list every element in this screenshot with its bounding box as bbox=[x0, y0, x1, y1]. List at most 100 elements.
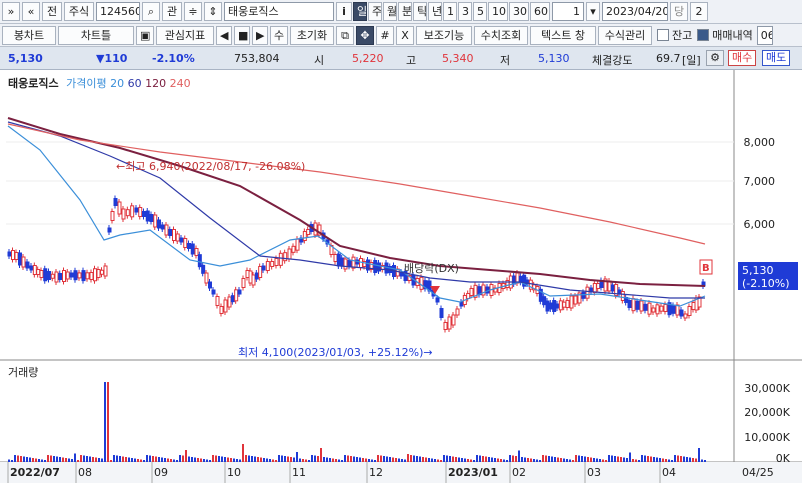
stop-icon[interactable]: ■ bbox=[234, 25, 250, 45]
volume-bar bbox=[575, 455, 577, 462]
buy-button[interactable]: 매수 bbox=[728, 50, 757, 66]
period-tab-7[interactable]: 3 bbox=[458, 2, 472, 21]
period-tab-6[interactable]: 1 bbox=[443, 2, 457, 21]
sell-button[interactable]: 매도 bbox=[762, 50, 791, 66]
assist-button[interactable]: 보조기능 bbox=[416, 25, 472, 45]
candle-body bbox=[558, 300, 563, 311]
next-icon[interactable]: ▶ bbox=[252, 25, 268, 45]
market-select[interactable]: 주식 bbox=[64, 2, 94, 21]
stepper-icon[interactable]: ≑ bbox=[184, 2, 202, 21]
volume-bar bbox=[170, 459, 172, 462]
chart-area[interactable]: 8,000 7,000 6,000 30,000K 20,000K 10,000K 0K 20… bbox=[0, 70, 802, 483]
charttul-button[interactable]: 차트틀 bbox=[58, 25, 134, 45]
up-down-icon[interactable]: ⇕ bbox=[204, 2, 222, 21]
more-field[interactable]: 06 bbox=[756, 25, 773, 45]
candle-body bbox=[175, 233, 180, 242]
nav-first-button[interactable]: » bbox=[2, 2, 20, 21]
volume-bar bbox=[140, 459, 142, 462]
candle-body bbox=[481, 284, 486, 296]
open-label: 시 bbox=[314, 54, 325, 67]
history-checkbox[interactable] bbox=[697, 29, 710, 41]
volume-bar bbox=[377, 455, 379, 462]
period-tab-9[interactable]: 10 bbox=[488, 2, 508, 21]
volume-bar bbox=[356, 457, 358, 462]
candle-body bbox=[149, 214, 154, 222]
x-axis-label: 10 bbox=[227, 466, 241, 479]
volume-bar bbox=[104, 382, 106, 462]
price-y-tick: 6,000 bbox=[744, 218, 776, 231]
textwin-button[interactable]: 텍스트 창 bbox=[530, 25, 596, 45]
volume-bar bbox=[17, 455, 19, 462]
prev-icon[interactable]: ◀ bbox=[216, 25, 232, 45]
volume-bar bbox=[692, 458, 694, 462]
volume-y-tick: 20,000K bbox=[744, 406, 790, 419]
volume-bar bbox=[530, 458, 532, 462]
volume-bar bbox=[671, 460, 673, 462]
volume-bar bbox=[488, 457, 490, 462]
volume-bar bbox=[422, 457, 424, 462]
gwansim-button[interactable]: 관심지표 bbox=[156, 25, 214, 45]
stock-code-input[interactable]: 124560 bbox=[96, 2, 140, 21]
candle-body bbox=[663, 304, 668, 312]
candle-body bbox=[419, 276, 424, 290]
volume-bar bbox=[272, 459, 274, 462]
chevron-down-icon[interactable]: ▾ bbox=[586, 2, 600, 21]
nav-up-button[interactable]: « bbox=[22, 2, 40, 21]
search-icon[interactable]: ⌕ bbox=[142, 2, 160, 21]
volume-bar bbox=[248, 455, 250, 462]
bongchart-button[interactable]: 봉차트 bbox=[2, 25, 56, 45]
gwan-button[interactable]: 관 bbox=[162, 2, 182, 21]
period-tab-2[interactable]: 월 bbox=[383, 2, 397, 21]
scissors-icon[interactable]: X bbox=[396, 25, 414, 45]
price-volume-chart[interactable]: 8,000 7,000 6,000 30,000K 20,000K 10,000K 0K 20… bbox=[0, 70, 802, 483]
candle-body bbox=[270, 261, 275, 267]
period-tab-11[interactable]: 60 bbox=[530, 2, 550, 21]
candle-body bbox=[230, 295, 235, 303]
reset-button[interactable]: 초기화 bbox=[290, 25, 334, 45]
volume-bar bbox=[296, 452, 298, 462]
volume-bar bbox=[656, 457, 658, 462]
move-icon[interactable]: ✥ bbox=[356, 25, 374, 45]
volume-bar bbox=[206, 459, 208, 462]
volume-bar bbox=[179, 455, 181, 462]
volume-bar bbox=[443, 455, 445, 462]
crosshair-icon[interactable]: # bbox=[376, 25, 394, 45]
volume-bar bbox=[416, 456, 418, 462]
volume-bar bbox=[404, 459, 406, 462]
numview-button[interactable]: 수치조회 bbox=[474, 25, 528, 45]
period-tab-10[interactable]: 30 bbox=[509, 2, 529, 21]
jeon-button[interactable]: 전 bbox=[42, 2, 62, 21]
count-input[interactable]: 1 bbox=[552, 2, 584, 21]
period-tab-3[interactable]: 분 bbox=[398, 2, 412, 21]
balance-checkbox[interactable] bbox=[657, 29, 669, 41]
candle-body bbox=[208, 281, 212, 289]
settings-gear-icon[interactable]: ⚙ bbox=[706, 50, 724, 66]
candle-body bbox=[7, 251, 12, 257]
volume-bar bbox=[8, 459, 10, 462]
period-tab-5[interactable]: 년 bbox=[428, 2, 442, 21]
stock-name-field[interactable]: 태웅로직스 bbox=[224, 2, 334, 21]
volume-bar bbox=[677, 455, 679, 462]
candle-body bbox=[65, 271, 70, 280]
period-tab-8[interactable]: 5 bbox=[473, 2, 487, 21]
calendar-button[interactable]: 2 bbox=[690, 2, 708, 21]
formula-button[interactable]: 수식관리 bbox=[598, 25, 652, 45]
candle-body bbox=[58, 273, 63, 280]
volume-bar bbox=[449, 456, 451, 462]
volume-bar bbox=[401, 459, 403, 462]
copy-icon[interactable]: ⧉ bbox=[336, 25, 354, 45]
volume-bar bbox=[458, 457, 460, 462]
volume-bar bbox=[176, 460, 178, 462]
info-icon[interactable]: i bbox=[336, 2, 352, 21]
save-icon[interactable]: ▣ bbox=[136, 25, 154, 45]
volume-bar bbox=[557, 457, 559, 462]
volume-bar bbox=[380, 455, 382, 462]
period-tab-0[interactable]: 일 bbox=[353, 2, 367, 21]
volume-bar bbox=[185, 450, 187, 462]
volume-bar bbox=[251, 456, 253, 462]
period-tab-1[interactable]: 주 bbox=[368, 2, 382, 21]
su-button[interactable]: 수 bbox=[270, 25, 288, 45]
period-tab-4[interactable]: 틱 bbox=[413, 2, 427, 21]
dang-button[interactable]: 당 bbox=[670, 2, 688, 21]
date-input[interactable]: 2023/04/20 bbox=[602, 2, 668, 21]
